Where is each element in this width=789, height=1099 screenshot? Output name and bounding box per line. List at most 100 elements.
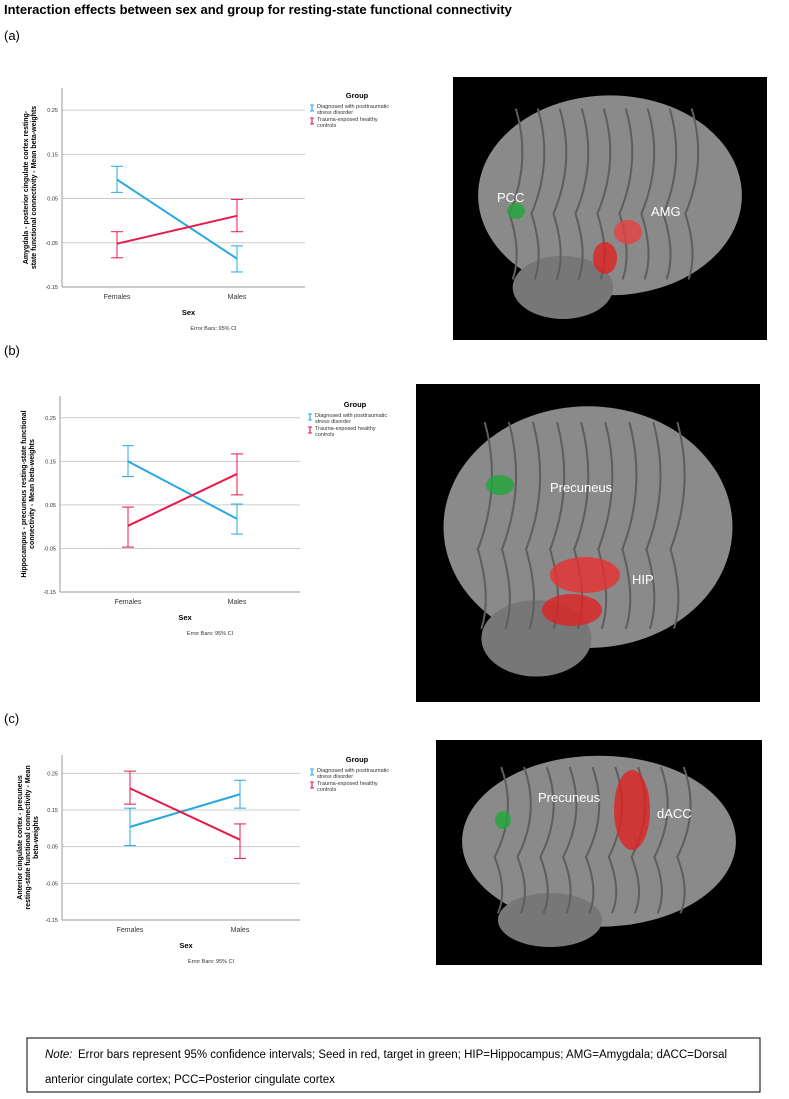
brain-gyrus (516, 766, 532, 914)
region-label: HIP (632, 572, 654, 587)
error-bar (122, 445, 134, 478)
note-text: Error bars represent 95% confidence inte… (78, 1049, 727, 1061)
y-tick-label: 0.15 (47, 808, 58, 814)
legend-label: Diagnosed with posttraumatic stress disor… (317, 768, 389, 780)
error-bar (231, 245, 243, 273)
y-tick-label: 0.15 (47, 152, 58, 158)
footnote: Error Bars: 95% CI (190, 326, 237, 332)
y-axis-label: resting-state functional connectivity - … (25, 765, 32, 909)
series-line (127, 460, 238, 520)
y-tick-label: 0.05 (45, 503, 56, 509)
figure-title: Interaction effects between sex and grou… (4, 2, 513, 17)
brain-region (614, 770, 650, 850)
y-tick-label: 0.25 (47, 108, 58, 114)
brain-gyrus (539, 766, 555, 914)
x-tick-label: Females (115, 599, 142, 606)
brain-gyrus (476, 421, 493, 630)
note-lead: Note: (45, 1049, 73, 1061)
legend-label: Trauma-exposed healthy controls (317, 117, 378, 129)
brain-region (542, 594, 602, 626)
error-bar (231, 453, 243, 496)
series-line (129, 787, 241, 841)
region-label: AMG (651, 204, 681, 219)
x-tick-label: Females (104, 294, 131, 301)
brain-gyrus (493, 766, 509, 914)
y-axis-label: state functional connectivity - Mean bet… (31, 106, 38, 269)
legend-title: Group (344, 400, 367, 409)
brain-gyrus (662, 108, 678, 280)
y-tick-label: -0.15 (45, 285, 58, 291)
error-bar (124, 770, 136, 805)
y-axis-label: beta-weights (33, 816, 40, 859)
brain-gyrus (552, 108, 568, 280)
y-axis-label: Anterior cingulate cortex - precuneus (17, 775, 24, 900)
brain-gyrus (645, 421, 662, 630)
series-line (116, 214, 238, 245)
brain-gyrus (584, 766, 601, 914)
y-tick-label: 0.25 (45, 416, 56, 422)
region-label: dACC (657, 806, 692, 821)
x-tick-label: Males (228, 599, 247, 606)
x-axis-label: Sex (179, 941, 193, 950)
brain-gyrus (597, 421, 614, 630)
y-tick-label: -0.15 (43, 590, 56, 596)
panel-label: (c) (4, 711, 19, 726)
y-axis-label: connectivity - Mean beta-weights (29, 439, 36, 549)
legend-label: Trauma-exposed healthy controls (317, 781, 378, 793)
panel-label: (b) (4, 343, 20, 358)
y-tick-label: 0.15 (45, 459, 56, 465)
error-bar (124, 807, 136, 847)
footnote: Error Bars: 95% CI (188, 959, 235, 965)
legend-title: Group (346, 91, 369, 100)
brain-gyrus (684, 108, 700, 280)
error-bar (111, 165, 123, 193)
brain-region (495, 811, 511, 829)
region-label: Precuneus (550, 480, 613, 495)
error-bar (234, 779, 246, 809)
y-tick-label: 0.05 (47, 845, 58, 851)
brain-gyrus (653, 766, 669, 914)
y-tick-label: -0.15 (45, 918, 58, 924)
series-line (129, 793, 241, 828)
brain-gyrus (530, 108, 546, 280)
error-bar (231, 503, 243, 535)
y-tick-label: -0.05 (43, 546, 56, 552)
brain-region (550, 557, 620, 593)
brain-region (486, 475, 514, 495)
x-tick-label: Males (228, 294, 247, 301)
series-line (116, 178, 238, 260)
error-bar (231, 198, 243, 233)
brain-gyrus (618, 108, 634, 280)
brain-gyrus (669, 421, 686, 630)
x-axis-label: Sex (178, 613, 192, 622)
region-label: Precuneus (538, 790, 601, 805)
brain-region (507, 203, 525, 219)
y-axis-label: Hippocampus - precuneus resting-state fu… (21, 410, 28, 577)
legend-label: Diagnosed with posttraumatic stress disor… (315, 413, 387, 425)
brain-region (614, 220, 642, 244)
x-tick-label: Females (117, 927, 144, 934)
legend-title: Group (346, 755, 369, 764)
brain-gyrus (525, 421, 542, 630)
brain-gyrus (562, 766, 578, 914)
brain-gyrus (500, 421, 518, 630)
x-axis-label: Sex (182, 308, 196, 317)
y-tick-label: 0.25 (47, 771, 58, 777)
error-bar (122, 506, 134, 548)
brain-gyrus (676, 766, 692, 914)
y-tick-label: -0.05 (45, 241, 58, 247)
x-tick-label: Males (231, 927, 250, 934)
panel-label: (a) (4, 28, 20, 43)
brain (462, 755, 736, 927)
note-text: anterior cingulate cortex; PCC=Posterior… (45, 1074, 335, 1086)
error-bar (234, 823, 246, 859)
series-line (127, 473, 238, 527)
brain-gyrus (621, 421, 638, 630)
brain-region (593, 242, 617, 274)
y-tick-label: -0.05 (45, 881, 58, 887)
brain-gyrus (574, 108, 590, 280)
y-axis-label: Amygdala - posterior cingulate cortex re… (23, 110, 30, 264)
footnote: Error Bars: 95% CI (187, 631, 234, 637)
brain-gyrus (640, 108, 656, 280)
